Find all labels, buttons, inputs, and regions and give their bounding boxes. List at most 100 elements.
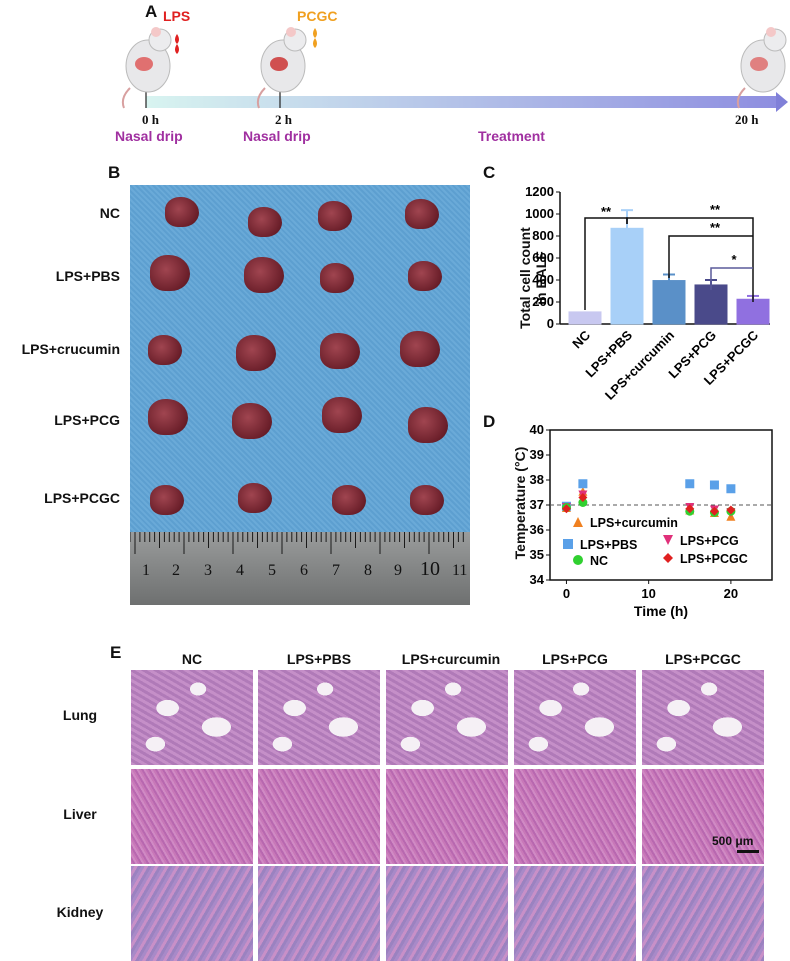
y-tick-label: 200 bbox=[532, 294, 554, 309]
lung-specimen bbox=[232, 403, 272, 439]
histology-kidney-lps-pcg bbox=[514, 866, 636, 961]
panel-e-letter: E bbox=[110, 643, 122, 662]
lung-specimen bbox=[318, 201, 352, 231]
sig-bracket-pcg-pcgc bbox=[710, 267, 753, 290]
lung-specimen bbox=[238, 483, 272, 513]
lung-specimen bbox=[322, 397, 362, 433]
y-tick-label: 39 bbox=[530, 447, 544, 462]
histology-lung-lps-curcumin bbox=[386, 670, 508, 765]
legend-marker bbox=[663, 553, 673, 563]
sig-label: * bbox=[731, 252, 737, 267]
lung-specimen bbox=[320, 333, 360, 369]
col-label-lps-curcumin: LPS+curcumin bbox=[401, 651, 501, 667]
data-point bbox=[726, 505, 736, 515]
col-label-lps-pcgc: LPS+PCGC bbox=[665, 651, 741, 667]
bar-chart: 020040060080010001200NCLPS+PBSLPS+curcum… bbox=[525, 184, 770, 403]
y-tick-label: 36 bbox=[530, 522, 544, 537]
scale-bar-label: 500 μm bbox=[712, 834, 754, 848]
lung-specimen bbox=[400, 331, 440, 367]
data-point bbox=[709, 480, 719, 490]
ruler: 1 2 3 4 5 6 7 8 9 10 11 bbox=[130, 532, 470, 605]
ruler-num: 3 bbox=[204, 562, 212, 579]
histology-liver-nc bbox=[131, 769, 253, 864]
y-tick-label: 600 bbox=[532, 250, 554, 265]
pcgc-label: PCGC bbox=[297, 8, 338, 24]
y-tick-label: 400 bbox=[532, 272, 554, 287]
x-axis-label: Time (h) bbox=[634, 603, 688, 619]
sig-bracket-pbs-pcgc bbox=[626, 217, 754, 302]
y-tick-label: 800 bbox=[532, 228, 554, 243]
data-point bbox=[578, 498, 588, 507]
histology-liver-lps-curcumin bbox=[386, 769, 508, 864]
sig-label: ** bbox=[601, 204, 612, 219]
scale-bar bbox=[737, 850, 759, 853]
lung-specimen bbox=[248, 207, 282, 237]
row-label-lung: Lung bbox=[62, 707, 98, 723]
bar bbox=[694, 284, 728, 325]
time-0h: 0 h bbox=[142, 112, 159, 127]
histology-liver-lps-pbs bbox=[258, 769, 380, 864]
row-label-liver: Liver bbox=[63, 806, 97, 822]
legend-label: LPS+PCGC bbox=[680, 552, 748, 566]
ruler-num: 1 bbox=[142, 562, 150, 579]
timeline-bar bbox=[146, 96, 776, 108]
timeline-arrowhead bbox=[776, 92, 788, 112]
data-point bbox=[578, 479, 588, 489]
row-label-lps-pcgc: LPS+PCGC bbox=[44, 490, 120, 506]
y-tick-label: 34 bbox=[530, 572, 545, 587]
ruler-num: 5 bbox=[268, 562, 276, 579]
ruler-num: 11 bbox=[452, 562, 468, 579]
bar bbox=[610, 227, 644, 325]
lung-specimen bbox=[405, 199, 439, 229]
legend-marker bbox=[573, 517, 583, 527]
lung-specimen bbox=[332, 485, 366, 515]
x-tick-label: 0 bbox=[563, 586, 570, 601]
data-point bbox=[726, 484, 736, 494]
col-label-lps-pcg: LPS+PCG bbox=[542, 651, 608, 667]
bar bbox=[568, 311, 602, 325]
lung-specimen bbox=[236, 335, 276, 371]
y-tick-label: 0 bbox=[547, 316, 554, 331]
histology-liver-lps-pcgc bbox=[642, 769, 764, 864]
step-nasal-drip-1: Nasal drip bbox=[115, 128, 183, 144]
lps-label: LPS bbox=[163, 8, 191, 24]
histology-kidney-lps-curcumin bbox=[386, 866, 508, 961]
step-treatment: Treatment bbox=[478, 128, 545, 144]
x-tick-label: 10 bbox=[641, 586, 655, 601]
row-label-lps-crucumin: LPS+crucumin bbox=[21, 341, 120, 357]
x-tick-label: 20 bbox=[724, 586, 738, 601]
ruler-num: 2 bbox=[172, 562, 180, 579]
panel-b-letter: B bbox=[108, 163, 121, 182]
lung-specimen bbox=[150, 255, 190, 291]
histology-lung-lps-pcg bbox=[514, 670, 636, 765]
data-point bbox=[578, 493, 588, 502]
sig-bracket-curcumin-pcgc bbox=[668, 235, 753, 278]
ruler-num: 9 bbox=[394, 562, 402, 579]
time-20h: 20 h bbox=[735, 112, 759, 127]
pcgc-drop-icon bbox=[313, 28, 317, 48]
histology-kidney-lps-pcgc bbox=[642, 866, 764, 961]
mouse-icon-20h bbox=[736, 27, 787, 109]
legend-label: NC bbox=[590, 554, 608, 568]
col-label-nc: NC bbox=[181, 651, 203, 667]
row-label-lps-pbs: LPS+PBS bbox=[55, 268, 120, 284]
sig-label: ** bbox=[710, 220, 721, 235]
step-nasal-drip-2: Nasal drip bbox=[243, 128, 311, 144]
histology-kidney-lps-pbs bbox=[258, 866, 380, 961]
ruler-num: 4 bbox=[236, 562, 244, 579]
mouse-icon-2h bbox=[256, 27, 307, 109]
legend-marker bbox=[663, 535, 673, 545]
col-label-lps-pbs: LPS+PBS bbox=[286, 651, 352, 667]
bar bbox=[736, 298, 770, 325]
bar bbox=[652, 280, 686, 325]
ruler-num: 10 bbox=[420, 558, 440, 580]
data-point bbox=[709, 506, 719, 516]
lung-specimen bbox=[410, 485, 444, 515]
data-point bbox=[685, 504, 695, 514]
x-tick-label: NC bbox=[569, 327, 593, 351]
timeline-diagram bbox=[121, 27, 788, 112]
histology-lung-lps-pbs bbox=[258, 670, 380, 765]
histology-lung-nc bbox=[131, 670, 253, 765]
y-tick-label: 1000 bbox=[525, 206, 554, 221]
